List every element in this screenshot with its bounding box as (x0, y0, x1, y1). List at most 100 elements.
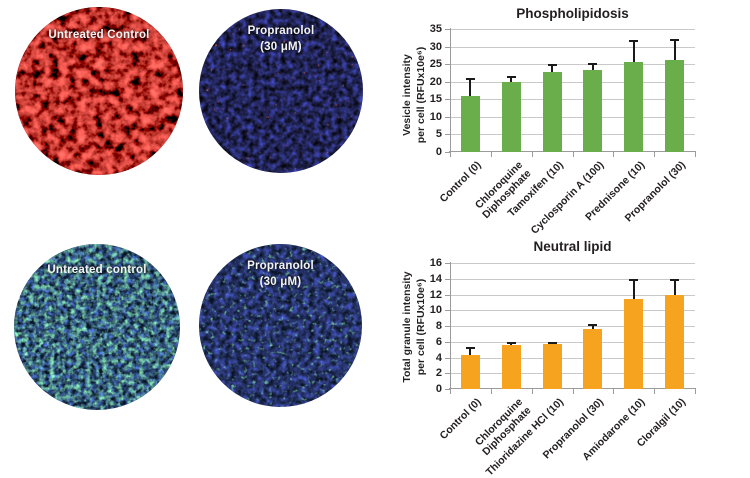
bar (583, 329, 603, 389)
error-bar (591, 63, 594, 71)
error-bar (673, 280, 676, 295)
x-tick-mark (695, 389, 696, 394)
y-tick-label: 0 (435, 383, 442, 395)
y-tick-mark (445, 357, 450, 359)
y-tick-mark (445, 152, 450, 153)
x-tick-mark (572, 152, 574, 157)
plot-area: 0 2 4 6 8 10 12 14 16 Control (0) Chloroquine Diph… (430, 257, 696, 478)
error-bar (591, 325, 594, 330)
error-bar (510, 77, 513, 82)
gridline (450, 29, 695, 30)
gridline (450, 373, 695, 375)
green-fluorescence-texture (14, 244, 180, 410)
bar (542, 344, 562, 389)
neutral-lipid-chart: Neutral lipid Total granule intensity pe… (398, 238, 750, 478)
y-tick-label: 12 (429, 288, 442, 301)
error-bar-cap (629, 278, 639, 281)
error-bar-cap (670, 38, 680, 41)
y-tick-mark (445, 389, 450, 390)
y-tick-mark (445, 116, 450, 118)
error-bar-cap (588, 324, 598, 327)
y-tick-mark (445, 373, 450, 375)
x-axis-line (449, 151, 696, 152)
chart-title: Phospholipidosis (516, 6, 629, 21)
x-tick-mark (531, 152, 533, 157)
error-bar (632, 40, 635, 63)
error-bar (469, 348, 472, 356)
gridline (450, 116, 695, 118)
x-tick-mark (613, 389, 615, 394)
y-tick-label: 35 (429, 23, 442, 35)
x-tick-mark (531, 389, 533, 394)
bar (583, 70, 603, 152)
x-tick-mark (654, 152, 656, 157)
y-tick-label: 8 (435, 320, 442, 332)
y-tick-label: 10 (429, 110, 442, 123)
bar (665, 294, 685, 389)
y-tick-mark (445, 81, 450, 83)
y-tick-mark (445, 294, 450, 296)
phospholipidosis-untreated-image: Untreated Control (14, 6, 184, 176)
error-bar-cap (465, 77, 475, 80)
error-bar-cap (629, 39, 639, 42)
y-tick-label: 20 (429, 75, 442, 88)
error-bar-cap (547, 341, 557, 344)
x-tick-mark (695, 152, 696, 157)
y-tick-mark (445, 326, 450, 327)
y-tick-label: 0 (435, 146, 442, 158)
gridline (450, 278, 695, 280)
gridline (450, 341, 695, 343)
y-tick-mark (445, 341, 450, 343)
phospholipidosis-chart: Phospholipidosis Vesicle intensity per c… (398, 4, 750, 237)
x-tick-mark (654, 389, 656, 394)
y-tick-mark (445, 310, 450, 312)
gridline (450, 64, 695, 66)
error-bar (632, 279, 635, 300)
y-tick-mark (445, 99, 450, 101)
y-axis-line (450, 28, 451, 152)
phospholipidosis-propranolol-image: Propranolol (30 μM) (198, 8, 364, 174)
error-bar-cap (506, 76, 516, 79)
x-category-label: Cyclosporin A (100) (528, 159, 607, 237)
gridline (450, 99, 695, 101)
red-fluorescence-texture (15, 7, 183, 175)
bar (542, 71, 562, 152)
gridline (450, 134, 695, 136)
gridline (450, 326, 695, 327)
x-tick-mark (450, 389, 451, 394)
y-tick-mark (445, 278, 450, 280)
x-tick-mark (490, 389, 492, 394)
error-bar (673, 39, 676, 60)
y-tick-mark (445, 46, 450, 48)
bar (501, 81, 521, 152)
error-bar-cap (547, 63, 557, 66)
y-tick-mark (445, 263, 450, 264)
error-bar (469, 78, 472, 96)
y-axis-line (450, 262, 451, 389)
neutral-lipid-propranolol-image: Propranolol (30 μM) (198, 243, 363, 408)
gridline (450, 46, 695, 48)
y-tick-label: 16 (429, 257, 442, 269)
gridline (450, 81, 695, 83)
gridline (450, 294, 695, 296)
chart-title: Neutral lipid (533, 239, 612, 254)
sparse-red-fluorescence-texture (199, 9, 363, 173)
y-tick-label: 15 (429, 93, 442, 106)
y-tick-label: 6 (435, 335, 442, 348)
y-tick-label: 14 (429, 272, 442, 285)
bar (665, 59, 685, 152)
bar (624, 299, 644, 389)
error-bar-cap (506, 342, 516, 345)
y-tick-label: 4 (435, 351, 442, 364)
error-bar-cap (588, 62, 598, 65)
y-tick-mark (445, 64, 450, 66)
x-tick-mark (450, 152, 451, 157)
gridline (450, 357, 695, 359)
y-tick-label: 25 (429, 58, 442, 71)
bar (460, 355, 480, 389)
bar (624, 62, 644, 152)
y-tick-label: 5 (435, 128, 442, 141)
y-tick-label: 2 (435, 367, 442, 380)
y-tick-label: 10 (429, 304, 442, 317)
